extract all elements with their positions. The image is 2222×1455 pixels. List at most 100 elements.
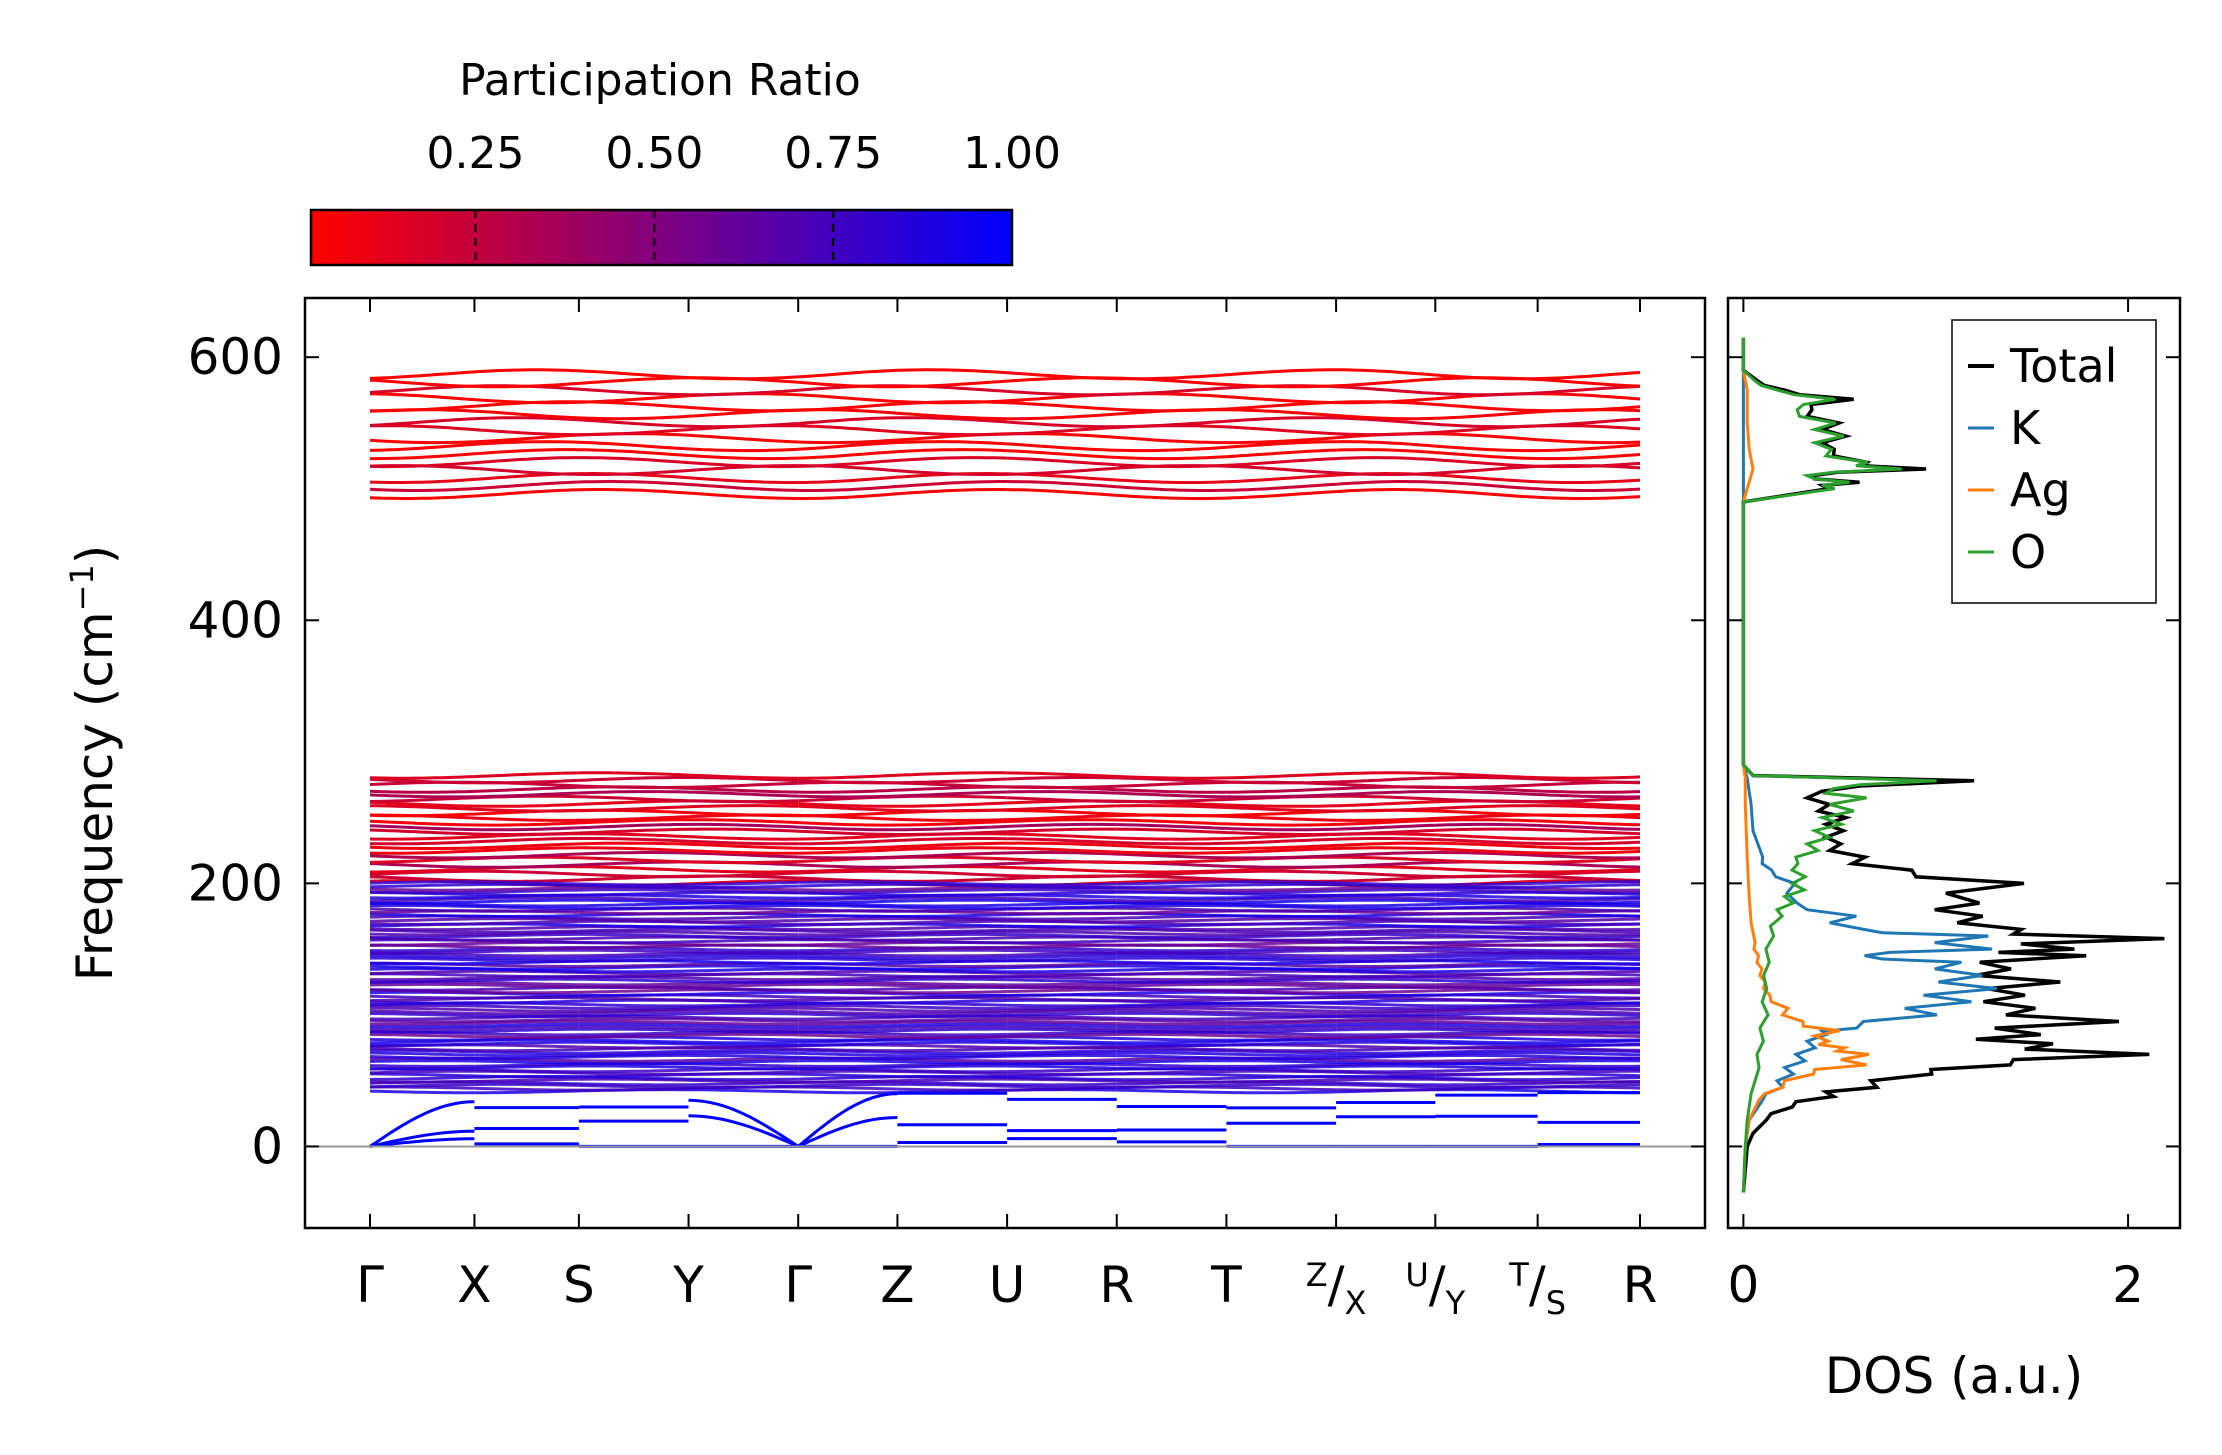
band-line [1537,828,1641,836]
band-line [1537,895,1641,900]
band-line [1336,1025,1436,1029]
band-line [474,1014,579,1018]
band-line [474,1011,579,1016]
band-line [1336,1087,1436,1092]
band-line [798,838,898,846]
band-line [1007,1025,1117,1031]
band-line [1116,979,1227,984]
band-line [1116,921,1227,926]
band-line [897,1019,1008,1024]
band-line [1116,987,1227,992]
band-line [1007,954,1117,960]
band-line [1336,1008,1436,1013]
band-line [1336,871,1436,878]
band-line [798,890,898,895]
band-line [1435,827,1538,832]
band-line [688,860,799,865]
band-line [578,944,689,950]
band-line [474,807,579,813]
band-line [1435,444,1538,453]
band-line [1226,1013,1337,1018]
band-line [1007,784,1117,790]
band-line [1537,1059,1641,1064]
band-line [1336,875,1436,883]
band-line [1226,793,1337,799]
band-line [1116,419,1227,429]
band-line [578,414,689,421]
legend-label: O [2010,525,2046,579]
band-line [1116,998,1227,1003]
band-line [798,458,898,468]
band-line [1226,440,1337,449]
band-line [1336,984,1436,989]
band-line [897,893,1008,897]
x-tick-label: Γ [784,1256,812,1314]
dos-x-tick-label: 2 [2112,1256,2144,1314]
band-line [1336,1081,1436,1087]
band-line [1336,416,1436,426]
band-line [1007,962,1117,968]
band-line [474,999,579,1005]
band-axes-frame [303,296,1707,1230]
band-line [1116,993,1227,1000]
band-line [369,835,475,841]
band-line [1435,972,1538,976]
band-line [1435,956,1538,962]
band-line [688,1023,799,1029]
band-line [1226,1065,1337,1071]
band-line [578,851,689,856]
band-line [1007,911,1117,916]
band-line [897,948,1008,953]
band-line [1336,1019,1436,1024]
band-line [1435,432,1538,442]
band-line [1116,836,1227,841]
band-line [1007,978,1117,984]
band-line [1007,412,1117,421]
x-tick-label: S [563,1256,595,1314]
band-line [1336,807,1436,813]
band-line [1336,818,1436,826]
band-line [1007,924,1117,929]
band-line [1226,425,1337,436]
band-line [897,880,1008,887]
band-line [474,821,579,827]
band-line [1007,808,1117,816]
band-line [798,821,898,827]
band-line [897,801,1008,808]
band-line [1336,928,1436,934]
band-line [1336,456,1436,462]
band-line [1007,401,1117,411]
y-tick-label: 200 [188,854,283,912]
band-line [1435,954,1538,959]
band-line [1336,1058,1436,1063]
band-line [578,790,689,795]
band-line [897,1051,1008,1055]
band-line [1007,456,1117,467]
band-line [1007,426,1117,436]
band-line [1435,911,1538,916]
band-line [1336,794,1436,801]
band-line [370,978,475,984]
band-line [369,1083,475,1089]
band-line [897,981,1008,987]
band-line [578,456,689,465]
band-line [474,914,579,918]
band-line [1116,1029,1227,1034]
band-line [474,956,579,961]
band-line [474,368,579,374]
band-line [578,1031,689,1037]
band-line [897,411,1008,421]
band-line [1007,822,1117,828]
band-line [1435,391,1538,397]
band-line [1226,843,1337,850]
band-line [1007,1067,1117,1074]
band-line [1435,822,1538,827]
band-line [1336,958,1436,963]
band-line [798,1001,898,1005]
band-line [1116,852,1227,860]
band-line [1537,977,1641,982]
band-line [1435,1020,1538,1026]
band-line [474,381,579,389]
band-line [1226,944,1337,950]
band-line [578,940,689,945]
